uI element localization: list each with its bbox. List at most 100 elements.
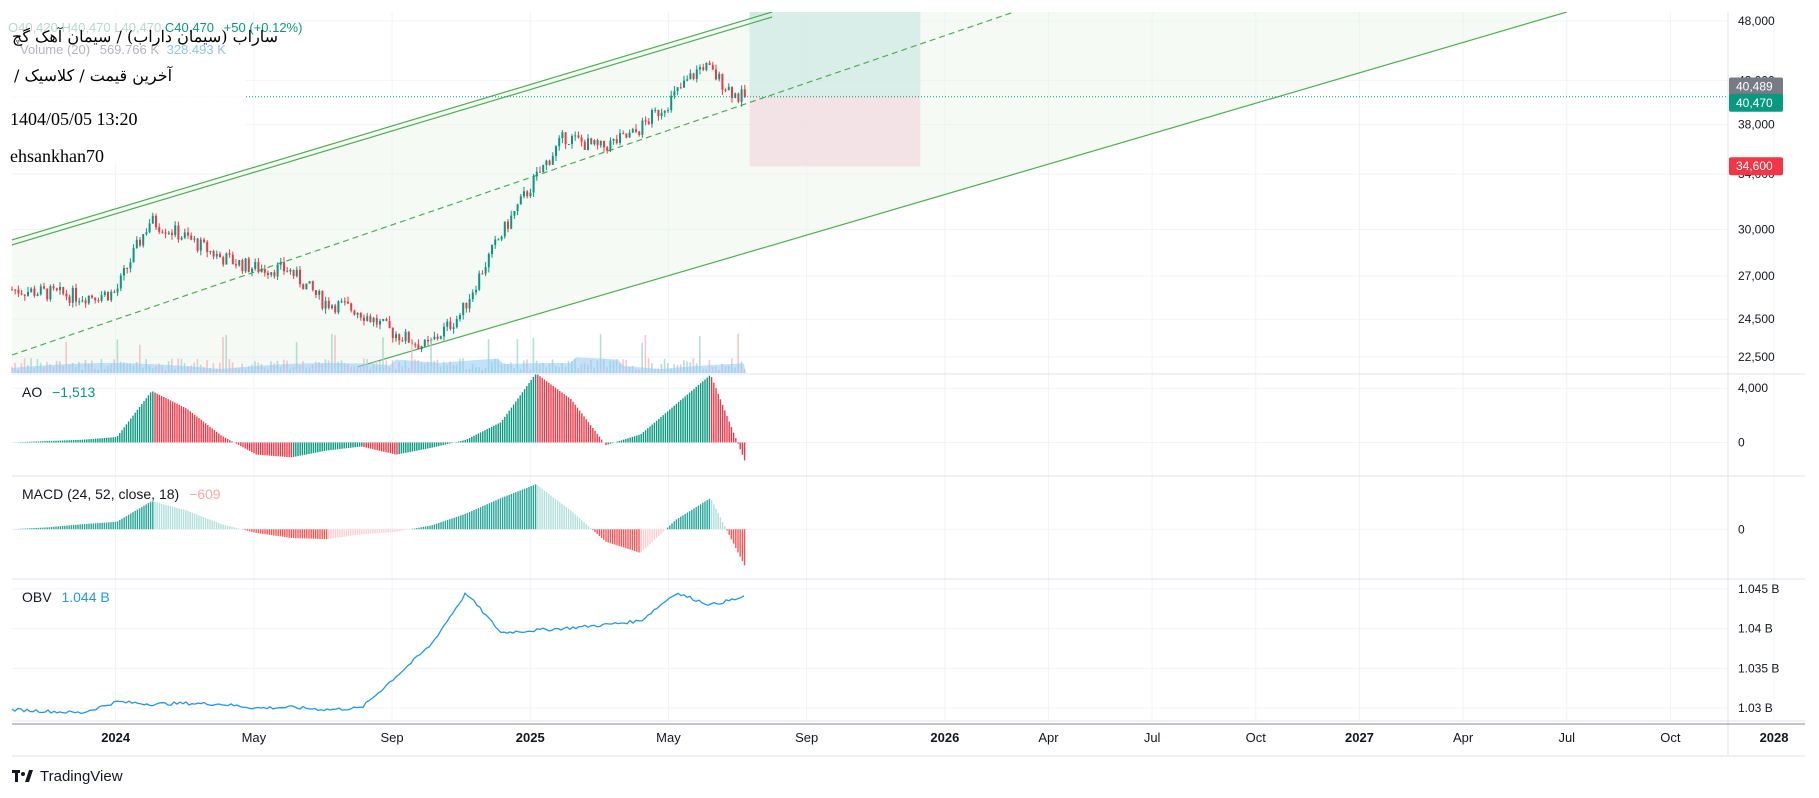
volume-bar — [219, 362, 221, 373]
candle-body — [289, 270, 292, 272]
time-axis-label: 2025 — [516, 730, 545, 745]
obv-axis-tick: 1.04 B — [1738, 622, 1773, 636]
candle-body — [302, 284, 305, 290]
volume-bar — [36, 358, 39, 373]
price-tag-bg — [1729, 157, 1783, 176]
candle-body — [494, 239, 497, 246]
candle-body — [491, 245, 493, 255]
time-axis-label: 2027 — [1345, 730, 1374, 745]
candle-body — [561, 132, 564, 139]
candle-body — [113, 291, 116, 293]
ohlc-readout: O40,420 H40,470 L40,470 C40,470 +50 (+0.… — [8, 20, 302, 35]
volume-bar — [11, 367, 13, 373]
candle-body — [737, 93, 740, 102]
volume-bar — [331, 333, 333, 373]
candle-body — [87, 295, 90, 304]
volume-bar — [225, 334, 227, 373]
candle-body — [46, 288, 49, 300]
candle-body — [212, 251, 215, 257]
candle-body — [686, 79, 689, 81]
candle-body — [81, 300, 84, 302]
macd-legend[interactable]: MACD (24, 52, close, 18) −609 — [22, 486, 221, 502]
candle-body — [663, 110, 666, 113]
candle-body — [724, 89, 727, 91]
tradingview-brand: TradingView — [40, 768, 123, 785]
candle-body — [599, 140, 602, 146]
candle-body — [161, 231, 164, 233]
candle-body — [119, 275, 122, 289]
candle-body — [420, 346, 423, 350]
candle-body — [283, 262, 285, 272]
channel-fill — [12, 12, 1567, 373]
candle-body — [334, 305, 337, 313]
candle-body — [670, 95, 673, 111]
candle-body — [65, 293, 68, 297]
candle-body — [158, 227, 161, 232]
candle-body — [497, 239, 500, 241]
candle-body — [129, 262, 132, 269]
volume-bar — [295, 342, 298, 373]
candle-body — [507, 221, 509, 229]
candle-body — [267, 272, 269, 275]
volume-bar — [737, 333, 739, 373]
candle-body — [459, 315, 461, 320]
candle-body — [667, 110, 669, 112]
candle-body — [734, 93, 737, 98]
candle-body — [446, 321, 449, 327]
volume-bar — [212, 363, 215, 373]
candle-body — [638, 131, 641, 135]
candle-body — [452, 327, 455, 329]
candle-body — [702, 67, 705, 70]
candle-body — [539, 171, 541, 173]
macd-histogram — [13, 484, 746, 566]
tradingview-footer[interactable]: TradingView — [12, 768, 123, 785]
channel-upper-line — [12, 12, 773, 241]
candle-body — [705, 62, 708, 70]
volume-bar — [651, 363, 653, 373]
candle-body — [215, 254, 218, 257]
volume-bar — [116, 339, 119, 373]
candle-body — [356, 312, 359, 315]
candle-body — [123, 267, 125, 276]
candle-body — [33, 288, 36, 296]
candle-body — [455, 319, 458, 328]
candle-body — [532, 176, 535, 193]
time-axis-label: Apr — [1453, 730, 1474, 745]
candle-body — [260, 268, 263, 273]
volume-ma-area — [12, 357, 746, 373]
channel-drawings — [12, 12, 1567, 373]
time-axis-label: 2028 — [1760, 730, 1789, 745]
candle-body — [164, 232, 167, 234]
candle-body — [132, 248, 135, 263]
candle-body — [606, 147, 609, 151]
candle-body — [94, 297, 97, 301]
candle-body — [471, 292, 474, 300]
obv-legend[interactable]: OBV 1.044 B — [22, 589, 110, 605]
time-axis-label: Sep — [380, 730, 403, 745]
volume-bar — [228, 359, 231, 373]
candle-body — [619, 133, 621, 144]
candle-body — [545, 160, 548, 166]
candle-body — [139, 239, 141, 246]
volume-label: Volume (20) — [20, 42, 91, 57]
candle-body — [407, 331, 410, 343]
obv-line — [11, 592, 745, 715]
candle-body — [375, 317, 378, 325]
candle-body — [126, 267, 129, 269]
candle-body — [398, 334, 401, 341]
volume-bar — [699, 336, 701, 373]
time-axis-label: May — [656, 730, 681, 745]
price-axis-tick: 27,000 — [1738, 269, 1775, 283]
time-axis-label: 2026 — [930, 730, 959, 745]
candle-body — [577, 135, 580, 138]
candle-body — [254, 262, 257, 269]
candle-body — [555, 146, 557, 156]
candle-body — [311, 281, 314, 291]
volume-bar — [231, 362, 234, 373]
candle-body — [180, 237, 183, 240]
ao-legend[interactable]: AO −1,513 — [22, 384, 95, 400]
candle-body — [68, 296, 71, 303]
candle-body — [321, 290, 324, 309]
price-tag-close: 40,470 — [1729, 93, 1783, 112]
